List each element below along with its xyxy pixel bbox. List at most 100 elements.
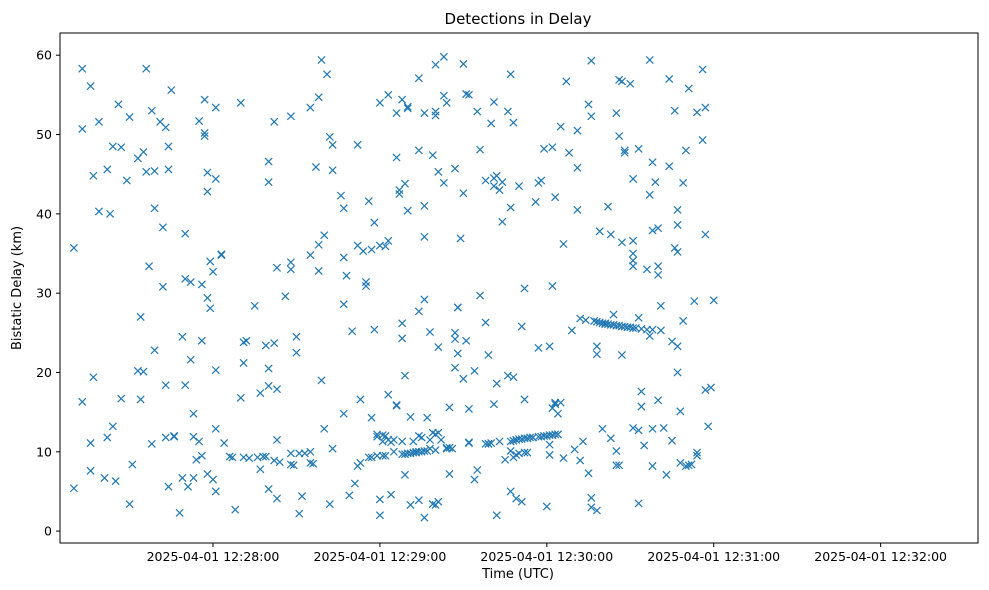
data-point bbox=[384, 90, 393, 99]
data-point bbox=[181, 229, 190, 238]
data-point bbox=[545, 450, 554, 459]
data-point bbox=[103, 433, 112, 442]
data-point bbox=[698, 65, 707, 74]
data-point bbox=[506, 446, 515, 456]
data-point bbox=[654, 262, 663, 271]
data-point bbox=[192, 455, 201, 464]
data-point bbox=[673, 342, 682, 351]
y-axis-ticks: 0 10 20 30 40 50 60 bbox=[36, 48, 60, 539]
data-point bbox=[317, 376, 326, 385]
data-point bbox=[679, 316, 688, 325]
data-point bbox=[453, 303, 462, 312]
data-point bbox=[673, 368, 682, 377]
data-point bbox=[506, 70, 515, 79]
data-point bbox=[400, 371, 409, 380]
data-point bbox=[378, 451, 387, 460]
data-point bbox=[484, 350, 493, 360]
data-point bbox=[428, 151, 437, 160]
data-point bbox=[629, 262, 638, 271]
data-point bbox=[626, 79, 635, 88]
data-point bbox=[306, 103, 315, 112]
data-point bbox=[654, 270, 663, 279]
data-point bbox=[403, 104, 412, 113]
data-point bbox=[339, 300, 348, 309]
data-point bbox=[629, 236, 638, 245]
data-point bbox=[161, 381, 170, 390]
data-point bbox=[648, 226, 657, 235]
data-point bbox=[509, 118, 518, 127]
data-point bbox=[615, 132, 624, 141]
data-point bbox=[679, 178, 688, 187]
data-point bbox=[670, 243, 679, 252]
data-point bbox=[206, 304, 215, 313]
data-point bbox=[384, 390, 393, 399]
data-point bbox=[498, 217, 507, 226]
data-point bbox=[78, 64, 87, 73]
data-point bbox=[656, 326, 665, 335]
data-point bbox=[654, 396, 663, 405]
data-point bbox=[598, 424, 607, 433]
data-point bbox=[501, 455, 510, 464]
data-point bbox=[578, 437, 588, 446]
data-point bbox=[208, 475, 218, 484]
data-point bbox=[164, 482, 173, 491]
data-point bbox=[514, 182, 524, 191]
data-point bbox=[442, 98, 451, 107]
data-point bbox=[161, 433, 170, 442]
data-point bbox=[69, 484, 78, 493]
data-point bbox=[86, 439, 95, 448]
data-point bbox=[648, 325, 657, 334]
data-point bbox=[150, 166, 159, 176]
data-point bbox=[462, 336, 471, 345]
data-point bbox=[122, 176, 131, 185]
data-point bbox=[654, 224, 663, 233]
data-point bbox=[489, 97, 498, 107]
data-point bbox=[286, 112, 295, 121]
data-point bbox=[86, 466, 95, 475]
data-point bbox=[314, 93, 323, 102]
data-point bbox=[615, 461, 624, 470]
data-point bbox=[220, 439, 229, 448]
data-point bbox=[617, 350, 626, 360]
data-point bbox=[629, 423, 638, 433]
data-point bbox=[498, 178, 507, 187]
chart-title: Detections in Delay bbox=[445, 10, 592, 28]
data-point bbox=[167, 86, 176, 95]
data-point bbox=[506, 487, 515, 496]
data-points bbox=[69, 52, 718, 522]
data-point bbox=[570, 445, 579, 454]
plot-area bbox=[60, 33, 978, 543]
data-point bbox=[542, 502, 551, 511]
data-point bbox=[325, 500, 334, 509]
data-point bbox=[414, 146, 423, 155]
data-point bbox=[406, 412, 415, 421]
data-point bbox=[431, 446, 440, 455]
data-point bbox=[242, 336, 251, 345]
data-point bbox=[609, 310, 618, 319]
data-point bbox=[506, 203, 515, 212]
data-point bbox=[595, 227, 604, 236]
data-point bbox=[439, 178, 448, 187]
data-point bbox=[336, 191, 345, 200]
data-point bbox=[526, 433, 535, 442]
data-point bbox=[270, 339, 279, 348]
data-point bbox=[328, 444, 337, 453]
data-point bbox=[629, 174, 638, 183]
data-point bbox=[339, 204, 348, 213]
data-point bbox=[434, 428, 443, 437]
data-point bbox=[144, 262, 154, 271]
data-point bbox=[573, 126, 582, 135]
data-point bbox=[704, 422, 713, 431]
data-point bbox=[634, 426, 643, 435]
data-point bbox=[328, 166, 337, 175]
data-point bbox=[670, 106, 679, 115]
y-tick-label: 30 bbox=[36, 286, 52, 301]
data-point bbox=[158, 282, 167, 291]
data-point bbox=[89, 171, 98, 180]
data-point bbox=[158, 223, 167, 232]
data-point bbox=[306, 251, 315, 260]
data-point bbox=[197, 336, 206, 345]
data-point bbox=[629, 249, 638, 258]
data-point bbox=[523, 448, 532, 457]
data-point bbox=[684, 84, 693, 93]
